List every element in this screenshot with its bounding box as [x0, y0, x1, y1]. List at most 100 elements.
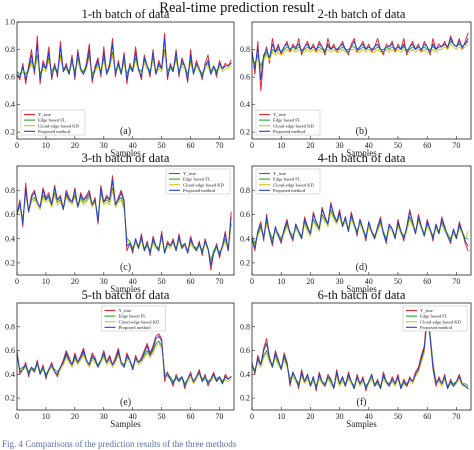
x-tick-label: 0	[15, 141, 19, 150]
y-tick-label: 0.6	[5, 346, 15, 355]
y-tick-label: 0.6	[240, 346, 250, 355]
panel-title: 2-th batch of data	[318, 7, 406, 21]
y-tick-label: 0.6	[5, 210, 15, 219]
x-tick-label: 10	[277, 141, 285, 150]
x-tick-label: 70	[216, 412, 224, 421]
panel-title: 6-th batch of data	[318, 288, 406, 302]
plot-frame	[16, 21, 235, 140]
legend-label: Y_true	[273, 171, 286, 176]
x-tick-label: 60	[423, 412, 431, 421]
panel-title: 1-th batch of data	[82, 7, 170, 21]
y-tick-label: 0.8	[5, 322, 15, 331]
panel-letter: (e)	[120, 397, 131, 408]
x-tick-label: 30	[336, 412, 344, 421]
x-tick-label: 20	[71, 412, 79, 421]
legend-label: Cloud-edge based KD	[420, 319, 462, 324]
x-axis-label: Samples	[346, 148, 377, 158]
x-tick-label: 70	[216, 141, 224, 150]
legend-label: Cloud-edge based KD	[119, 319, 161, 324]
x-tick-label: 0	[250, 277, 254, 286]
x-tick-label: 50	[394, 412, 402, 421]
y-tick-label: 0.6	[240, 210, 250, 219]
legend-label: Proposed method	[119, 325, 152, 330]
plot-frame	[251, 21, 472, 140]
chart-panel-1: 1-th batch of data 0 10 20 30 40 50 60 70 0.2 0.4 0…	[5, 7, 235, 158]
chart-panel-3: 3-th batch of data 0 10 20 30 40 50 60 70 0.2 0.4 0…	[5, 151, 235, 294]
x-tick-label: 70	[452, 277, 460, 286]
chart-panel-5: 5-th batch of data 0 10 20 30 40 50 60 70 0.2 0.4 0…	[5, 288, 235, 429]
y-tick-label: 0.4	[240, 100, 250, 109]
x-tick-label: 50	[158, 277, 166, 286]
legend-label: Cloud-edge based KD	[273, 182, 315, 187]
x-tick-label: 0	[250, 412, 254, 421]
legend-label: Proposed method	[420, 325, 453, 330]
series-line-edge-based-fl	[16, 340, 232, 385]
x-tick-label: 40	[365, 141, 373, 150]
y-tick-label: 0.8	[5, 186, 15, 195]
x-tick-label: 40	[129, 412, 137, 421]
y-tick-label: 0.4	[5, 234, 15, 243]
legend-label: Edge based FL	[420, 314, 448, 319]
legend-label: Proposed method	[273, 188, 306, 193]
y-tick-label: 0.8	[240, 45, 250, 54]
y-tick-label: 0.4	[5, 100, 15, 109]
series-line-cloud-edge-based-kd	[251, 43, 469, 70]
series-line-y-true	[251, 32, 469, 92]
panel-title: 4-th batch of data	[318, 151, 406, 165]
x-tick-label: 40	[129, 141, 137, 150]
legend-label: Y_true	[273, 112, 286, 117]
legend-label: Proposed method	[38, 129, 71, 134]
panel-letter: (f)	[357, 397, 367, 408]
panel-letter: (a)	[120, 126, 131, 137]
plot-frame	[16, 302, 235, 411]
x-tick-label: 30	[336, 277, 344, 286]
x-tick-label: 20	[71, 277, 79, 286]
y-tick-label: 1.0	[5, 18, 15, 27]
x-tick-label: 10	[42, 412, 50, 421]
panel-letter: (d)	[356, 262, 368, 273]
legend-label: Proposed method	[183, 188, 216, 193]
y-tick-label: 0.8	[5, 45, 15, 54]
series-line-proposed-method	[251, 319, 469, 390]
x-tick-label: 20	[71, 141, 79, 150]
x-tick-label: 30	[100, 277, 108, 286]
x-axis-label: Samples	[110, 148, 141, 158]
legend-label: Y_true	[119, 308, 132, 313]
series-line-proposed-method	[16, 180, 232, 266]
x-tick-label: 20	[306, 141, 314, 150]
figure-title: Real-time prediction result	[159, 0, 314, 16]
y-tick-label: 0.2	[240, 394, 250, 403]
plot-frame	[16, 165, 235, 276]
y-tick-label: 0.4	[240, 234, 250, 243]
y-tick-label: 0.4	[240, 370, 250, 379]
legend-label: Proposed method	[273, 129, 306, 134]
legend-label: Edge based FL	[273, 118, 301, 123]
legend-label: Y_true	[183, 171, 196, 176]
plot-frame	[251, 165, 472, 276]
x-tick-label: 10	[42, 277, 50, 286]
x-tick-label: 40	[129, 277, 137, 286]
legend-label: Cloud-edge based KD	[273, 123, 315, 128]
series-line-proposed-method	[251, 204, 469, 249]
x-tick-label: 30	[100, 412, 108, 421]
y-tick-label: 0.2	[5, 394, 15, 403]
legend-label: Edge based FL	[183, 177, 211, 182]
x-tick-label: 60	[423, 141, 431, 150]
x-tick-label: 60	[187, 277, 195, 286]
panel-title: 3-th batch of data	[82, 151, 170, 165]
x-tick-label: 50	[394, 141, 402, 150]
x-tick-label: 30	[336, 141, 344, 150]
x-tick-label: 0	[250, 141, 254, 150]
x-tick-label: 0	[15, 412, 19, 421]
chart-panel-6: 6-th batch of data 0 10 20 30 40 50 60 70 0.2 0.4 0…	[240, 288, 472, 429]
series-line-proposed-method	[251, 38, 469, 81]
legend-label: Y_true	[38, 112, 51, 117]
x-tick-label: 10	[42, 141, 50, 150]
x-tick-label: 10	[277, 412, 285, 421]
legend-label: Edge based FL	[273, 177, 301, 182]
x-tick-label: 30	[100, 141, 108, 150]
